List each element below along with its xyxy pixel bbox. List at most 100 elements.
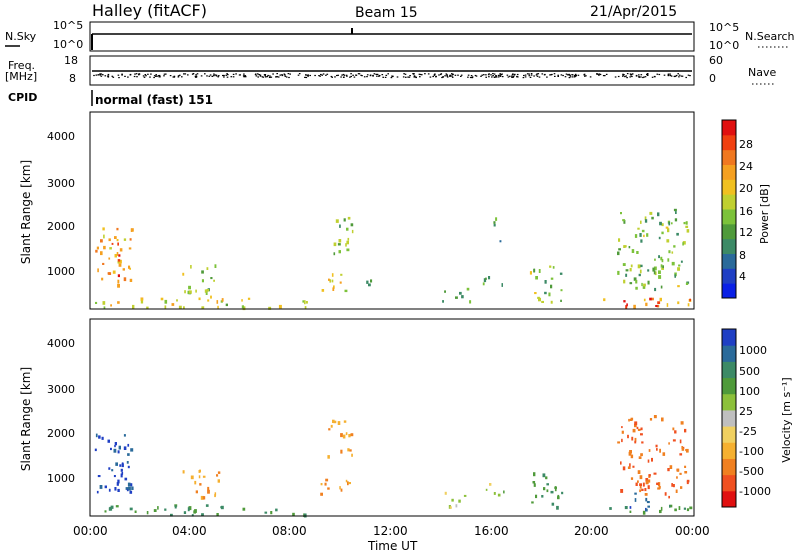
nave-point (408, 76, 411, 78)
cell (123, 446, 127, 450)
cell (552, 266, 555, 269)
cell (658, 275, 662, 279)
cell (187, 507, 190, 512)
nave-point (460, 75, 462, 77)
nave-point (121, 74, 123, 76)
cell (645, 497, 648, 502)
nave-point (557, 75, 559, 77)
cell (651, 297, 654, 301)
nsky-tick-bottom: 10^0 (53, 38, 83, 51)
cell (674, 274, 676, 278)
cell (95, 301, 98, 304)
cell (538, 269, 541, 273)
nave-point (638, 74, 640, 76)
cell (628, 246, 631, 249)
cell (529, 271, 532, 275)
cell (198, 475, 201, 479)
nave-point (404, 73, 407, 75)
cell (682, 241, 686, 245)
cell (627, 466, 631, 469)
cell (686, 480, 689, 485)
cell (551, 502, 555, 506)
cell (444, 290, 446, 293)
cell (678, 264, 681, 267)
cell (115, 505, 119, 508)
cell (639, 483, 642, 486)
nave-point (646, 73, 649, 75)
cell (649, 211, 653, 215)
vel-cbar-segment (722, 442, 736, 459)
cell (117, 479, 120, 484)
nave-tick-top: 60 (709, 54, 723, 67)
nave-point (537, 73, 540, 75)
nave-point (390, 77, 393, 79)
cell (134, 510, 137, 513)
cell (216, 474, 219, 477)
cell (678, 506, 681, 510)
nave-point (549, 74, 551, 76)
nave-point (135, 73, 138, 75)
cell (639, 233, 642, 237)
noise-panel: N.Sky 10^5 10^0 10^5 10^0 N.Search (5, 19, 795, 52)
cell (660, 506, 663, 511)
x-axis: 00:00 04:00 08:00 12:00 16:00 20:00 00:0… (73, 524, 710, 553)
nave-point (264, 74, 267, 76)
cell (637, 470, 641, 474)
cell (333, 285, 335, 289)
nave-point (153, 75, 156, 77)
vel-cbar-segment (722, 474, 736, 492)
date-title: 21/Apr/2015 (590, 4, 677, 20)
cell (332, 287, 335, 291)
nave-point (184, 73, 187, 75)
nave-point (631, 73, 634, 75)
nave-point (415, 76, 417, 79)
cell (653, 472, 657, 475)
cell (676, 476, 678, 479)
nave-point (326, 73, 329, 75)
cell (335, 219, 339, 223)
velocity-ytick-1000: 1000 (47, 472, 75, 485)
cell (337, 243, 341, 246)
nave-point (259, 74, 262, 76)
cell (679, 439, 682, 444)
cell (617, 441, 620, 444)
cell (489, 483, 492, 486)
cell (118, 263, 122, 267)
nave-point (218, 75, 220, 77)
vel-cbar-tick-m500: -500 (739, 465, 764, 478)
nave-point (442, 76, 444, 78)
cell (123, 277, 127, 282)
nave-point (470, 75, 473, 77)
cell (101, 436, 104, 440)
xtick-1600: 16:00 (474, 524, 509, 538)
cell (641, 441, 644, 444)
nave-point (297, 74, 300, 76)
nave-point (363, 76, 366, 78)
cell (661, 223, 664, 227)
nave-point (266, 76, 269, 78)
cell (680, 421, 684, 425)
cell (461, 295, 464, 299)
nsky-tick-top: 10^5 (53, 19, 83, 32)
nave-point (330, 75, 333, 78)
nave-point (687, 74, 690, 76)
nave-point (138, 74, 140, 76)
vel-cbar-segment (722, 329, 736, 346)
cell (664, 492, 667, 496)
power-cbar-segment (722, 253, 736, 269)
cell (325, 478, 329, 482)
nave-point (325, 74, 327, 76)
nave-point (215, 75, 218, 77)
cell (146, 511, 149, 515)
nave-point (670, 75, 673, 77)
nave-point (494, 76, 496, 78)
vel-cbar-label: Velocity [m s⁻¹] (780, 377, 793, 462)
nave-point (340, 76, 342, 78)
cell (641, 488, 644, 491)
nave-point (424, 73, 426, 75)
cell (128, 486, 131, 491)
nave-point (276, 73, 278, 75)
nave-point (656, 73, 659, 75)
power-cbar-segment (722, 283, 736, 299)
